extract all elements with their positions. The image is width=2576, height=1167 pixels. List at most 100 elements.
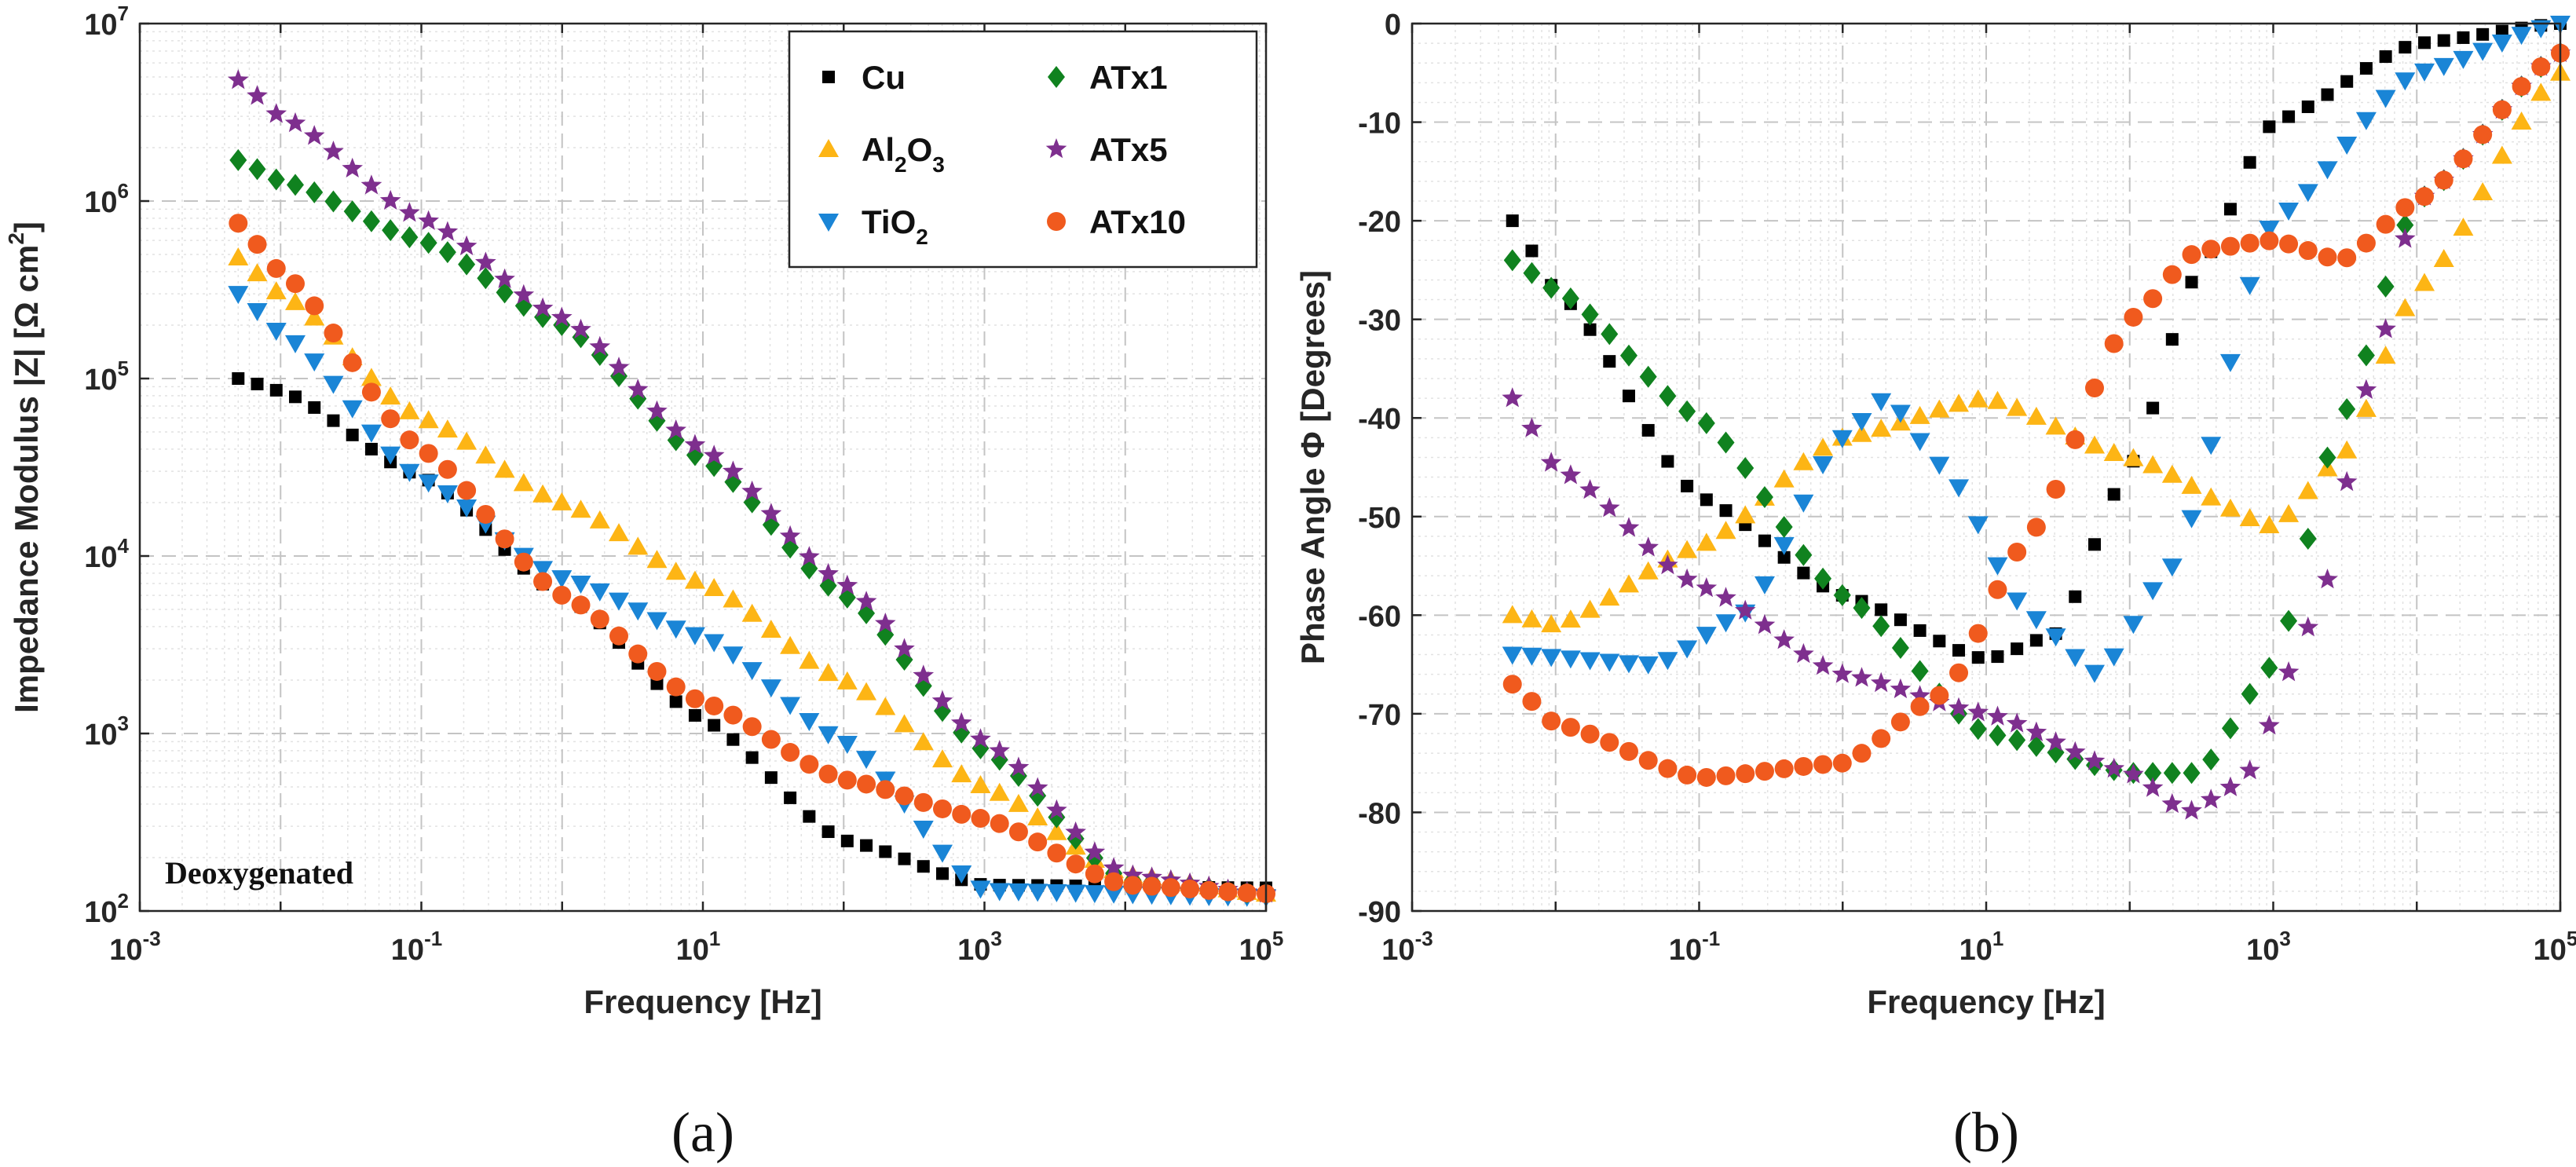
data-point-atx10 [2240, 233, 2259, 253]
y-tick-label-base: 10 [84, 186, 117, 219]
data-point-tio2 [1967, 516, 1989, 535]
data-point-cu [708, 719, 721, 732]
data-point-atx1 [324, 190, 342, 213]
data-point-atx10 [2337, 248, 2357, 268]
data-point-al2o3 [836, 671, 858, 690]
data-point-cu [1971, 651, 1985, 664]
data-point-atx1 [1619, 344, 1637, 367]
y-tick-label: 105 [84, 357, 129, 397]
data-point-atx10 [647, 661, 667, 681]
legend-marker-cu [822, 71, 835, 83]
data-point-atx5 [2239, 759, 2260, 780]
data-point-al2o3 [247, 263, 268, 282]
data-point-cu [650, 677, 664, 690]
data-point-al2o3 [931, 749, 953, 768]
data-point-cu [1758, 534, 1771, 547]
x-tick-label-exponent: -3 [1415, 927, 1433, 950]
data-point-al2o3 [380, 386, 401, 405]
data-point-atx10 [666, 677, 686, 697]
data-point-al2o3 [1929, 399, 1950, 418]
data-point-atx5 [1521, 417, 1542, 437]
data-point-cu [1719, 504, 1733, 518]
data-point-atx10 [1619, 741, 1638, 761]
data-point-cu [2088, 538, 2101, 551]
data-point-atx10 [2356, 233, 2376, 253]
data-point-atx1 [1503, 249, 1521, 272]
data-point-atx1 [2221, 717, 2239, 740]
data-point-atx10 [1561, 718, 1580, 737]
data-point-atx5 [1046, 799, 1067, 820]
x-tick-label: 101 [1959, 927, 2004, 967]
data-point-tio2 [1657, 652, 1678, 671]
y-tick-label-exponent: 4 [118, 534, 130, 558]
data-point-atx1 [362, 210, 380, 232]
data-point-atx5 [646, 400, 668, 420]
data-point-tio2 [665, 620, 686, 639]
data-point-atx1 [1736, 457, 1755, 480]
data-point-al2o3 [2433, 249, 2454, 268]
data-point-tio2 [1948, 479, 1970, 498]
data-point-tio2 [1696, 627, 1717, 646]
data-point-atx1 [306, 181, 324, 203]
data-point-tio2 [608, 592, 629, 611]
data-point-al2o3 [2453, 218, 2474, 236]
data-point-atx10 [419, 444, 438, 463]
data-point-atx1 [1755, 485, 1773, 508]
data-point-atx10 [2143, 289, 2163, 309]
data-point-atx10 [533, 572, 553, 591]
data-point-atx10 [2220, 236, 2240, 256]
x-tick-label: 10-3 [109, 927, 160, 967]
data-point-atx10 [609, 626, 628, 646]
data-point-atx5 [456, 235, 478, 255]
data-point-atx10 [1522, 692, 1542, 712]
data-point-cu [2476, 27, 2490, 41]
data-point-atx10 [1104, 872, 1124, 891]
x-tick-label-exponent: 5 [1272, 927, 1283, 950]
data-point-al2o3 [2491, 145, 2512, 164]
data-point-tio2 [1987, 557, 2008, 576]
data-point-atx1 [496, 281, 514, 304]
data-point-atx10 [1047, 843, 1067, 863]
y-tick-label-base: 10 [84, 541, 117, 574]
data-point-atx10 [2007, 543, 2027, 562]
data-point-al2o3 [2142, 455, 2164, 474]
data-point-cu [2185, 276, 2198, 289]
data-point-atx1 [1601, 323, 1619, 346]
data-point-cu [1525, 244, 1539, 258]
data-point-atx10 [2512, 77, 2531, 97]
data-point-atx5 [1948, 697, 1970, 717]
data-point-atx5 [1579, 479, 1601, 499]
data-point-al2o3 [665, 562, 686, 580]
data-point-atx10 [1542, 712, 1561, 731]
data-point-atx10 [285, 274, 305, 294]
y-tick-label: 104 [84, 534, 129, 574]
data-point-atx1 [286, 174, 304, 196]
data-point-tio2 [1929, 456, 1950, 475]
data-point-atx10 [437, 459, 457, 479]
data-point-tio2 [1618, 655, 1639, 674]
data-point-atx10 [457, 481, 477, 500]
y-tick-label-exponent: 3 [118, 712, 129, 735]
data-point-atx1 [1697, 412, 1715, 434]
data-point-al2o3 [875, 697, 896, 715]
y-tick-label: -50 [1358, 502, 1401, 535]
data-point-al2o3 [1637, 561, 1659, 580]
data-point-al2o3 [265, 281, 287, 300]
data-point-tio2 [2123, 616, 2144, 635]
data-point-cu [688, 708, 701, 722]
data-point-atx5 [1103, 857, 1125, 877]
data-point-atx1 [2202, 748, 2220, 771]
data-point-atx5 [970, 728, 991, 748]
data-point-atx5 [760, 503, 782, 523]
data-point-tio2 [760, 679, 781, 698]
data-point-cu [364, 442, 378, 455]
data-point-al2o3 [723, 589, 744, 608]
legend-label-atx1: ATx1 [1089, 59, 1168, 96]
data-point-atx10 [2084, 379, 2104, 398]
data-point-atx10 [2415, 187, 2435, 207]
data-point-atx1 [419, 232, 437, 254]
data-point-tio2 [570, 575, 591, 594]
data-point-atx1 [2280, 609, 2298, 632]
data-point-atx1 [438, 241, 456, 264]
data-point-al2o3 [418, 410, 439, 429]
